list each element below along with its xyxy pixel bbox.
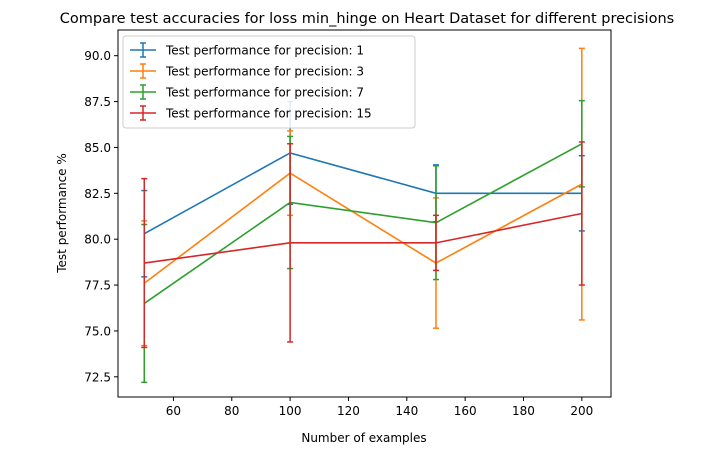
- series-4: [141, 141, 585, 349]
- chart-title: Compare test accuracies for loss min_hin…: [60, 11, 674, 27]
- series-line: [143, 172, 583, 284]
- y-axis-label: Test performance %: [55, 153, 69, 274]
- legend-label: Test performance for precision: 3: [165, 65, 364, 79]
- series-3: [141, 99, 585, 384]
- y-tick-label: 85.0: [84, 141, 111, 155]
- x-tick-label: 120: [337, 404, 360, 418]
- series-line: [144, 212, 582, 264]
- y-tick-label: 82.5: [84, 187, 111, 201]
- y-tick-label: 80.0: [84, 233, 111, 247]
- y-tick-label: 75.0: [84, 324, 111, 338]
- x-tick-label: 100: [279, 404, 302, 418]
- x-tick-label: 60: [166, 404, 181, 418]
- x-tick-label: 180: [512, 404, 535, 418]
- y-tick-label: 90.0: [84, 49, 111, 63]
- legend-label: Test performance for precision: 7: [165, 86, 364, 100]
- y-tick-label: 87.5: [84, 95, 111, 109]
- plot-area: [141, 47, 585, 384]
- series-line: [143, 152, 582, 235]
- legend-entry-1: Test performance for precision: 1: [130, 42, 364, 58]
- x-axis: 60 80 100 120 140 160 180 200: [166, 397, 593, 418]
- series-line: [143, 143, 583, 305]
- legend-entry-3: Test performance for precision: 7: [130, 84, 364, 100]
- x-axis-label: Number of examples: [301, 431, 426, 445]
- y-tick-label: 72.5: [84, 370, 111, 384]
- plot-frame: [117, 29, 612, 398]
- legend-entry-2: Test performance for precision: 3: [130, 63, 364, 79]
- legend-box: [122, 35, 416, 129]
- legend-label: Test performance for precision: 15: [165, 107, 372, 121]
- x-tick-label: 80: [224, 404, 239, 418]
- legend-label: Test performance for precision: 1: [165, 44, 364, 58]
- x-tick-label: 140: [395, 404, 418, 418]
- x-tick-label: 160: [454, 404, 477, 418]
- legend: Test performance for precision: 1 Test pe…: [122, 35, 416, 129]
- x-tick-label: 200: [570, 404, 593, 418]
- y-axis: 72.5 75.0 77.5 80.0 82.5 85.0 87.5 90.0: [84, 49, 118, 384]
- legend-entry-4: Test performance for precision: 15: [130, 105, 372, 121]
- y-tick-label: 77.5: [84, 279, 111, 293]
